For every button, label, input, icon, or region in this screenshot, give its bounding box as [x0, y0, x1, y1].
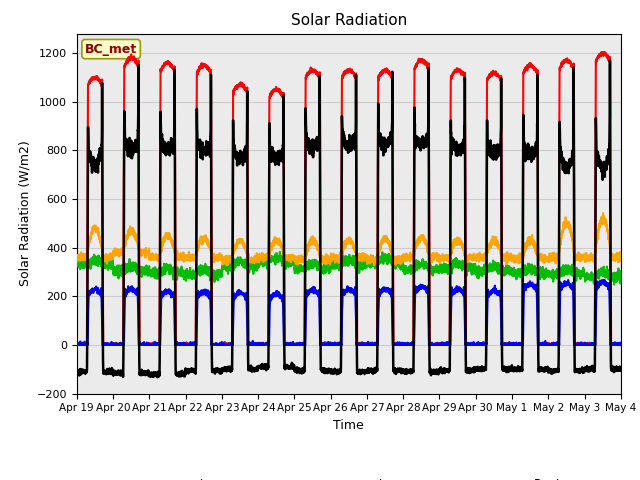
- Title: Solar Radiation: Solar Radiation: [291, 13, 407, 28]
- Legend: SW_in, SW_out, LW_in, LW_out, Rnet: SW_in, SW_out, LW_in, LW_out, Rnet: [131, 473, 566, 480]
- X-axis label: Time: Time: [333, 419, 364, 432]
- Text: BC_met: BC_met: [85, 43, 137, 56]
- Y-axis label: Solar Radiation (W/m2): Solar Radiation (W/m2): [18, 141, 31, 287]
